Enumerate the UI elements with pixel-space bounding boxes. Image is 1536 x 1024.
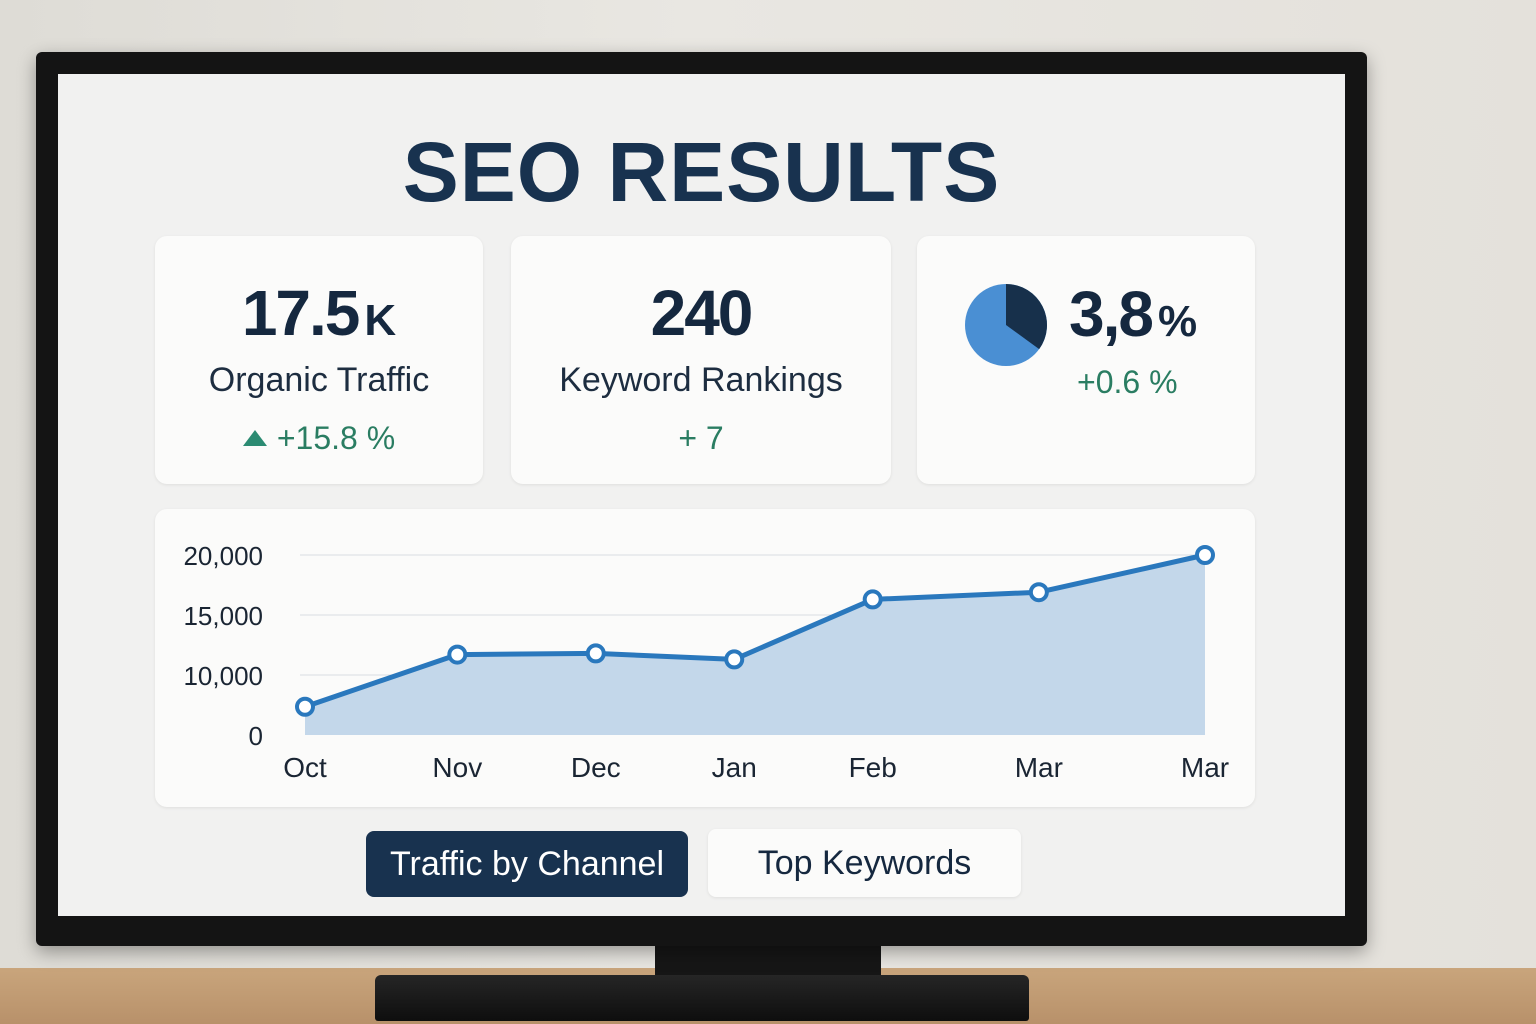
dashboard-screen: SEO RESULTS 17.5 K Organic Traffic +15.8 …	[58, 74, 1345, 916]
x-tick-label: Mar	[1181, 752, 1229, 783]
monitor-stand-base	[375, 975, 1029, 1021]
traffic-area-chart: 0 10,000 15,000 20,000 Oct Nov Dec Jan Feb Mar Mar	[183, 541, 1229, 783]
kpi-label: Organic Traffic	[208, 361, 430, 399]
data-point	[724, 649, 745, 670]
triangle-up-icon	[242, 429, 267, 446]
x-tick-label: Jan	[712, 752, 757, 783]
pie-chart-icon	[965, 284, 1047, 366]
traffic-chart-card: 0 10,000 15,000 20,000 Oct Nov Dec Jan Feb Mar Mar	[155, 509, 1255, 807]
kpi-number: 3,8	[1069, 278, 1154, 350]
tab-traffic-by-channel[interactable]: Traffic by Channel	[366, 831, 688, 897]
kpi-unit: K	[364, 296, 397, 345]
x-tick-label: Nov	[432, 752, 482, 783]
kpi-change: + 7	[678, 420, 724, 456]
area-fill	[305, 555, 1205, 735]
x-tick-label: Mar	[1015, 752, 1063, 783]
data-point	[862, 589, 883, 610]
y-tick-label: 20,000	[183, 541, 263, 571]
kpi-value: 240	[650, 277, 754, 349]
y-tick-label: 0	[249, 721, 263, 751]
kpi-unit: %	[1157, 297, 1198, 346]
kpi-value: 17.5 K	[155, 281, 483, 345]
kpi-change: +15.8 %	[155, 422, 483, 454]
kpi-label: Keyword Rankings	[559, 361, 843, 399]
page-title: SEO RESULTS	[402, 125, 1001, 219]
kpi-change: +0.6 %	[1077, 364, 1178, 400]
y-tick-label: 10,000	[183, 661, 263, 691]
data-point	[1028, 582, 1049, 603]
kpi-change-value: +15.8 %	[276, 420, 396, 456]
tab-top-keywords[interactable]: Top Keywords	[708, 829, 1021, 897]
kpi-number: 17.5	[241, 277, 361, 349]
kpi-value: 3,8%	[1069, 282, 1197, 346]
x-tick-label: Dec	[571, 752, 621, 783]
x-tick-label: Feb	[849, 752, 897, 783]
data-point	[295, 696, 315, 717]
monitor-bezel: SEO RESULTS 17.5 K Organic Traffic +15.8 …	[36, 52, 1367, 946]
data-point	[447, 644, 468, 665]
data-point	[585, 643, 606, 664]
y-tick-label: 15,000	[183, 601, 263, 631]
kpi-card-keyword-rankings[interactable]: 240 Keyword Rankings + 7	[511, 236, 891, 484]
kpi-card-conversion-rate[interactable]: 3,8% +0.6 %	[917, 236, 1255, 484]
kpi-card-organic-traffic[interactable]: 17.5 K Organic Traffic +15.8 %	[155, 236, 483, 484]
data-point	[1195, 545, 1215, 565]
x-tick-label: Oct	[283, 752, 327, 783]
